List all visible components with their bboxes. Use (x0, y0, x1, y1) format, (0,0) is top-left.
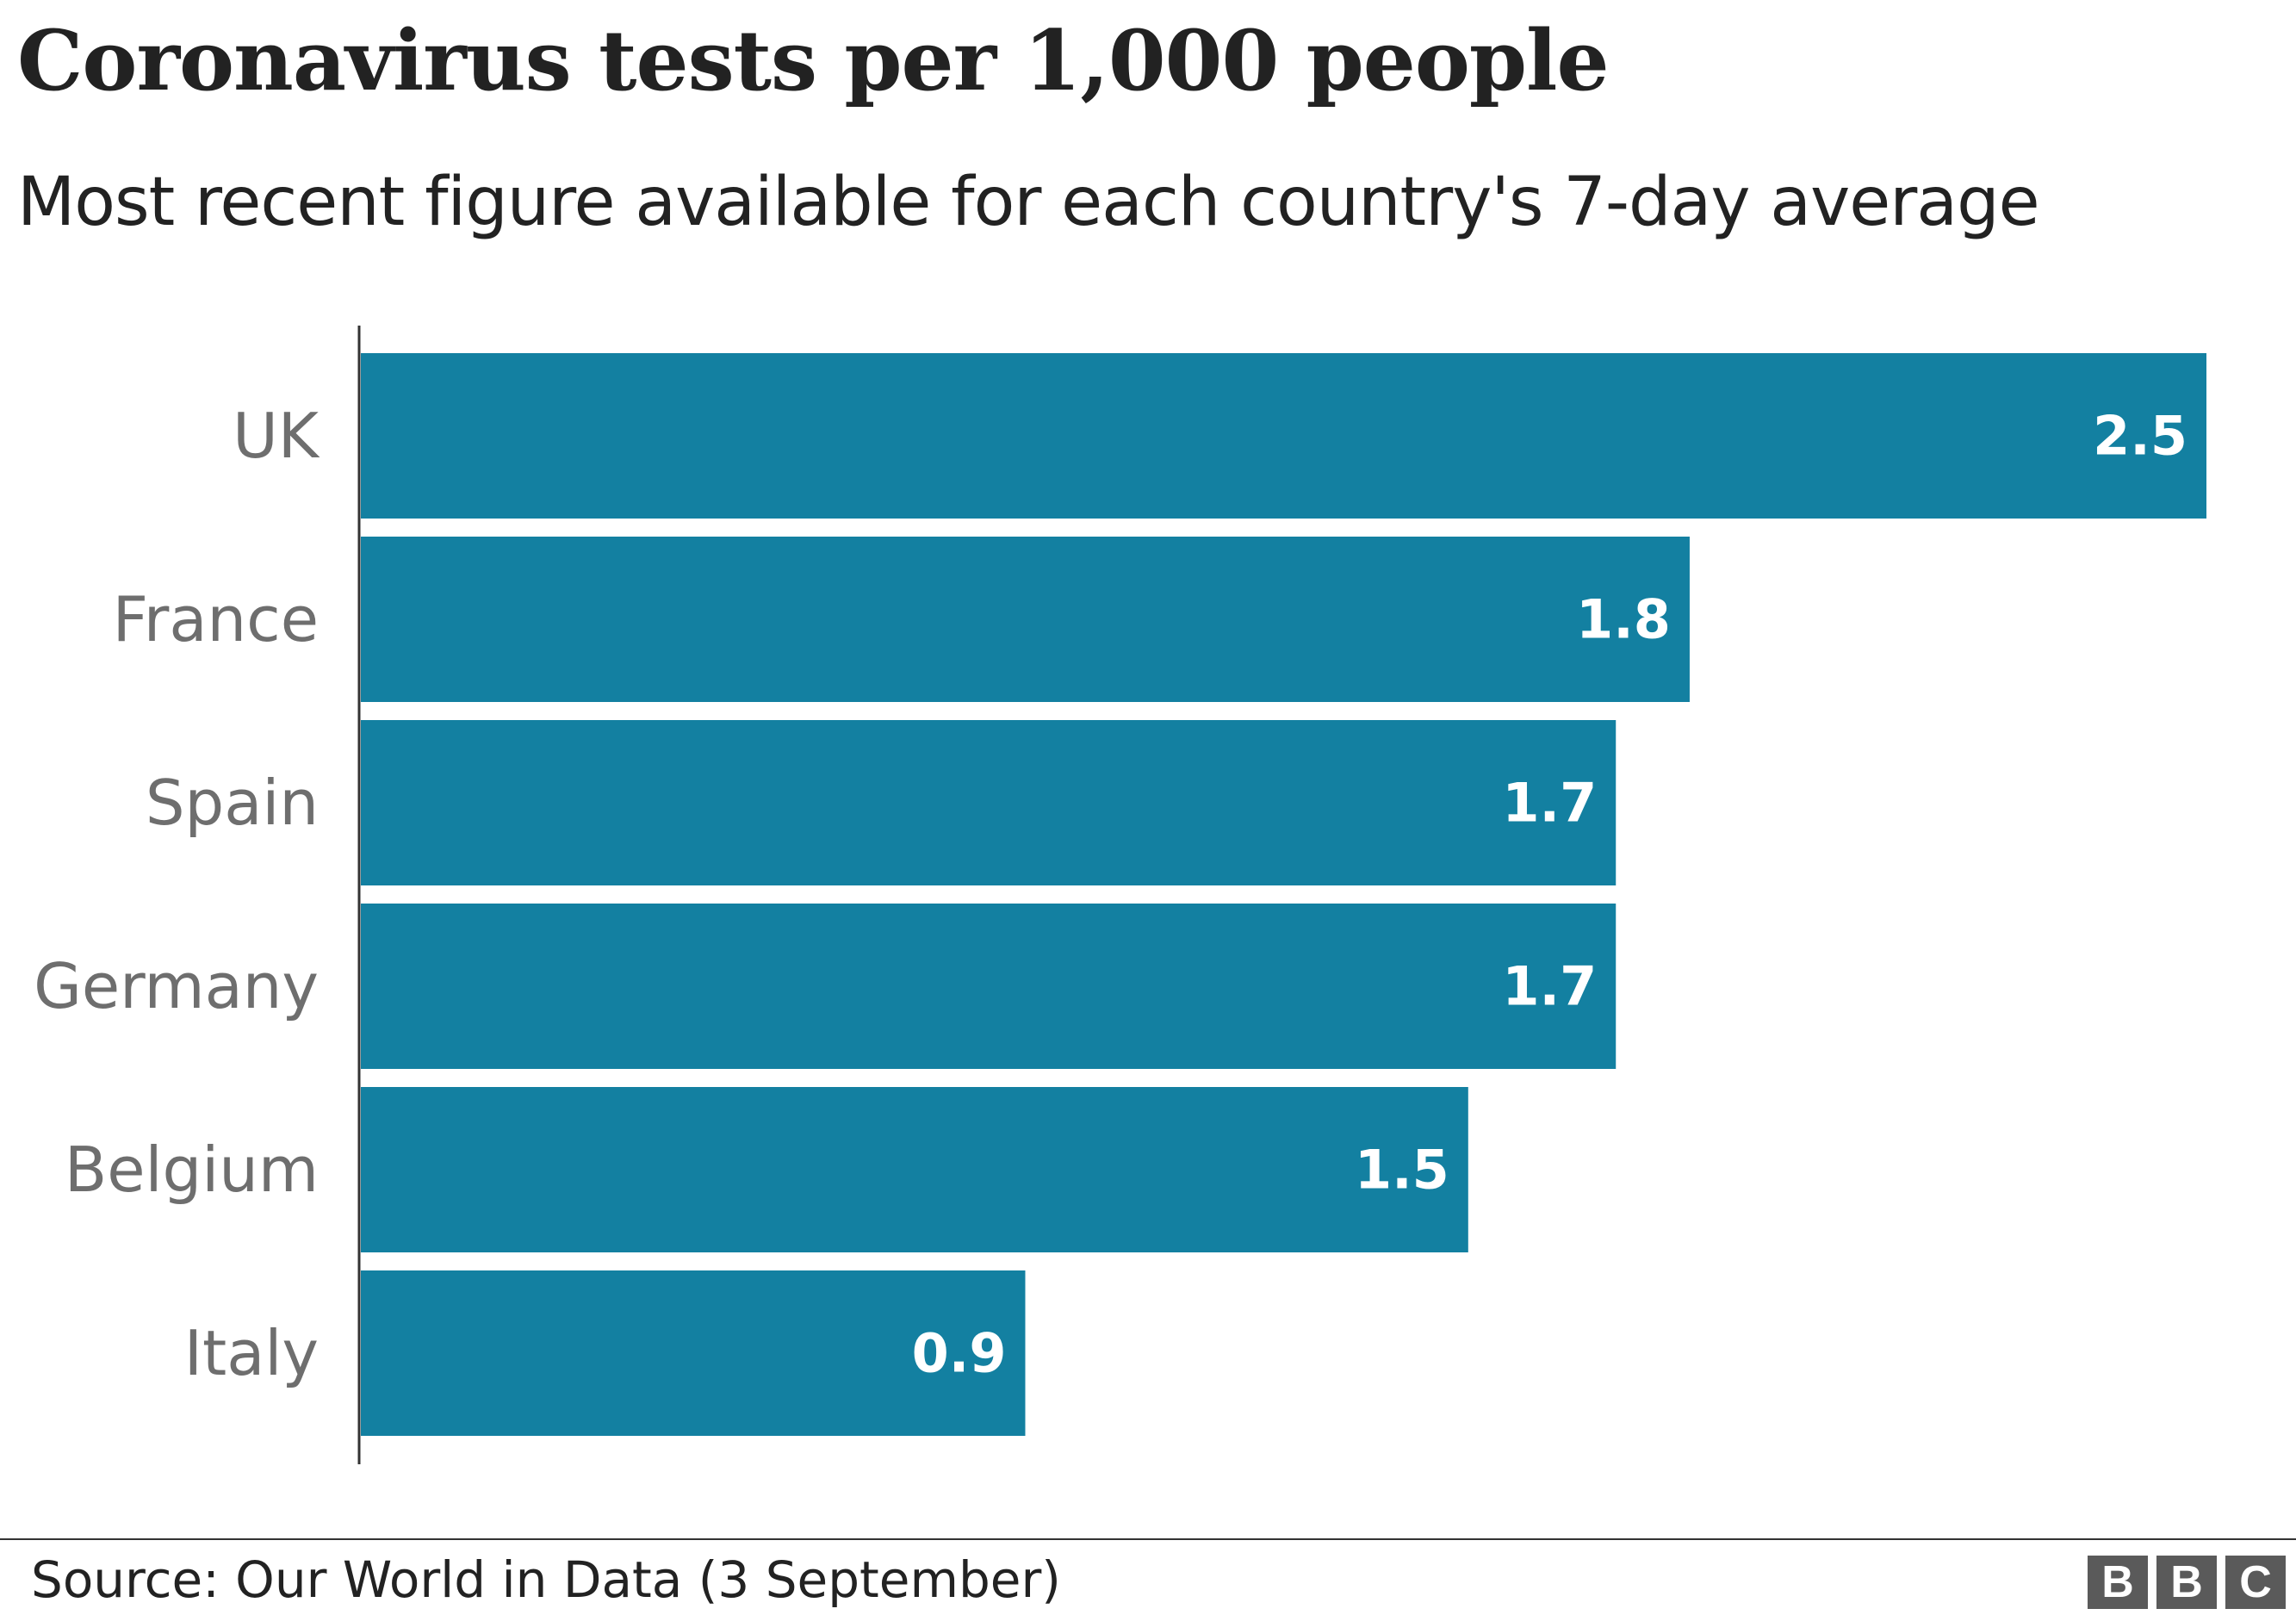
logo-letter-b2: B (2156, 1556, 2217, 1609)
chart-title: Coronavirus tests per 1,000 people (17, 12, 1610, 109)
category-label-uk: UK (233, 400, 320, 472)
bar-france (361, 537, 1690, 702)
bar-chart: UK 2.5 France 1.8 Spain 1.7 Germany 1.7 Belgium 1… (34, 326, 2206, 1464)
value-label-uk: 2.5 (2093, 405, 2187, 468)
bar-belgium (361, 1087, 1468, 1252)
value-label-belgium: 1.5 (1355, 1139, 1449, 1202)
chart-subtitle: Most recent figure available for each co… (17, 164, 2040, 241)
value-label-france: 1.8 (1576, 588, 1671, 651)
category-label-belgium: Belgium (65, 1134, 319, 1206)
bar-uk (361, 353, 2206, 519)
bbc-logo: B B C (2088, 1556, 2286, 1609)
logo-letter-b1: B (2088, 1556, 2148, 1609)
logo-letter-c: C (2225, 1556, 2286, 1609)
value-label-italy: 0.9 (912, 1322, 1007, 1385)
category-label-france: France (113, 583, 319, 655)
category-label-italy: Italy (184, 1317, 319, 1389)
source-note: Source: Our World in Data (3 September) (31, 1550, 1061, 1609)
category-label-spain: Spain (146, 767, 319, 839)
bar-spain (361, 720, 1617, 885)
category-label-germany: Germany (34, 950, 319, 1022)
value-label-spain: 1.7 (1502, 772, 1597, 835)
bars-group: UK 2.5 France 1.8 Spain 1.7 Germany 1.7 Belgium 1… (34, 353, 2206, 1436)
bar-germany (361, 904, 1617, 1069)
footer-divider (0, 1538, 2296, 1540)
bar-italy (361, 1270, 1026, 1436)
value-label-germany: 1.7 (1502, 955, 1597, 1018)
